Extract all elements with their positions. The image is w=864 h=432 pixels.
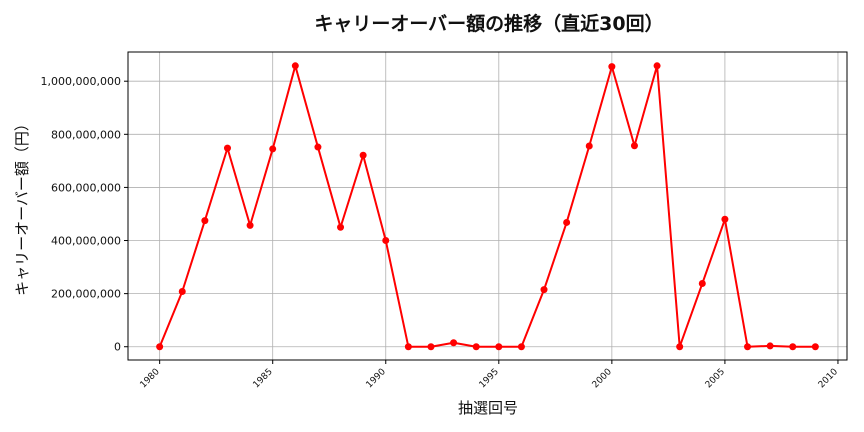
- x-tick-label: 2000: [591, 367, 614, 390]
- x-axis-label: 抽選回号: [458, 399, 518, 417]
- x-tick-label: 1985: [252, 367, 275, 390]
- data-point: [427, 343, 435, 351]
- y-tick-label: 800,000,000: [51, 128, 121, 141]
- data-point: [337, 223, 345, 231]
- y-axis: 0 200,000,000 400,000,000 600,000,000 800,00…: [41, 75, 128, 354]
- data-point: [291, 62, 299, 70]
- data-point: [246, 221, 254, 229]
- data-point: [472, 343, 480, 351]
- data-point: [178, 287, 186, 295]
- data-point: [359, 151, 367, 159]
- data-point: [517, 343, 525, 351]
- data-point: [223, 144, 231, 152]
- y-tick-label: 1,000,000,000: [41, 75, 121, 88]
- y-tick-label: 600,000,000: [51, 181, 121, 194]
- data-point: [495, 343, 503, 351]
- data-point: [744, 343, 752, 351]
- y-tick-label: 0: [114, 341, 121, 354]
- data-point: [721, 215, 729, 223]
- data-point: [563, 218, 571, 226]
- data-point: [585, 142, 593, 150]
- data-point: [156, 343, 164, 351]
- chart-title: キャリーオーバー額の推移（直近30回）: [314, 12, 663, 35]
- data-point: [404, 343, 412, 351]
- data-point: [698, 280, 706, 288]
- y-tick-label: 200,000,000: [51, 288, 121, 301]
- data-point: [608, 63, 616, 71]
- plot-frame: [127, 51, 848, 361]
- grid: [128, 52, 847, 360]
- data-point: [201, 217, 209, 225]
- data-point: [766, 342, 774, 350]
- data-point: [811, 343, 819, 351]
- x-tick-label: 1995: [478, 367, 501, 390]
- data-point: [676, 343, 684, 351]
- x-tick-label: 1980: [139, 367, 162, 390]
- series-layer: [156, 62, 819, 351]
- data-point: [450, 339, 458, 347]
- x-tick-label: 1990: [365, 367, 388, 390]
- data-point: [269, 145, 277, 153]
- y-axis-label: キャリーオーバー額（円）: [13, 116, 31, 296]
- data-point: [653, 62, 661, 70]
- data-point: [382, 237, 390, 245]
- x-axis: 1980 1985 1990 1995 2000 2005 2010: [139, 360, 840, 390]
- data-point: [630, 142, 638, 150]
- data-point: [789, 343, 797, 351]
- x-tick-label: 2005: [704, 367, 727, 390]
- y-tick-label: 400,000,000: [51, 235, 121, 248]
- x-tick-label: 2010: [817, 367, 840, 390]
- data-point: [540, 286, 548, 294]
- series-line: [158, 64, 816, 348]
- data-point: [314, 143, 322, 151]
